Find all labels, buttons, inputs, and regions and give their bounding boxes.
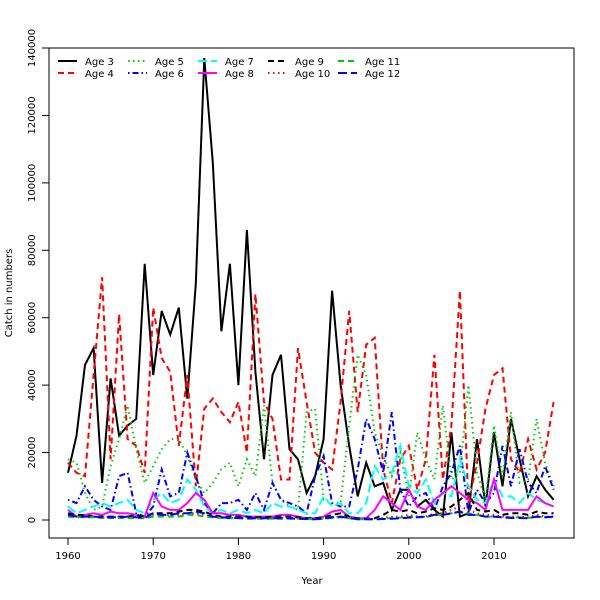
series-line-age-11 [67,510,554,521]
y-tick-label: 60000 [27,302,38,334]
x-axis-label: Year [300,576,323,587]
legend-label: Age 6 [155,69,184,80]
y-tick-label: 0 [27,517,38,523]
legend-label: Age 9 [295,57,324,68]
x-tick-label: 1980 [226,551,251,562]
y-tick-label: 80000 [27,234,38,266]
series-line-age-4 [67,277,555,504]
legend-label: Age 10 [295,69,330,80]
legend-label: Age 3 [85,57,114,68]
y-tick-label: 140000 [27,29,38,67]
legend-label: Age 5 [155,57,184,68]
series-line-age-5 [67,350,555,512]
series-lines [67,58,555,521]
series-line-age-3 [67,58,555,519]
plot-frame [48,47,575,539]
x-tick-label: 2010 [481,551,506,562]
legend-label: Age 4 [85,69,114,80]
y-tick-label: 20000 [27,437,38,469]
series-line-age-12 [67,510,554,521]
y-tick-label: 40000 [27,369,38,401]
legend-label: Age 12 [365,69,400,80]
y-axis: 0 20000 40000 60000 80000 100000 120000 140000 [27,29,49,523]
x-tick-label: 1990 [311,551,336,562]
legend-label: Age 7 [225,57,254,68]
x-tick-label: 1970 [140,551,165,562]
x-tick-label: 2000 [396,551,421,562]
legend-label: Age 8 [225,69,254,80]
x-axis: 1960 1970 1980 1990 2000 2010 [55,538,507,562]
y-tick-label: 120000 [27,96,38,134]
y-tick-label: 100000 [27,164,38,202]
y-axis-label: Catch in numbers [4,249,15,338]
x-tick-label: 1960 [55,551,80,562]
series-line-age-7 [67,441,554,515]
legend-label: Age 11 [365,57,400,68]
